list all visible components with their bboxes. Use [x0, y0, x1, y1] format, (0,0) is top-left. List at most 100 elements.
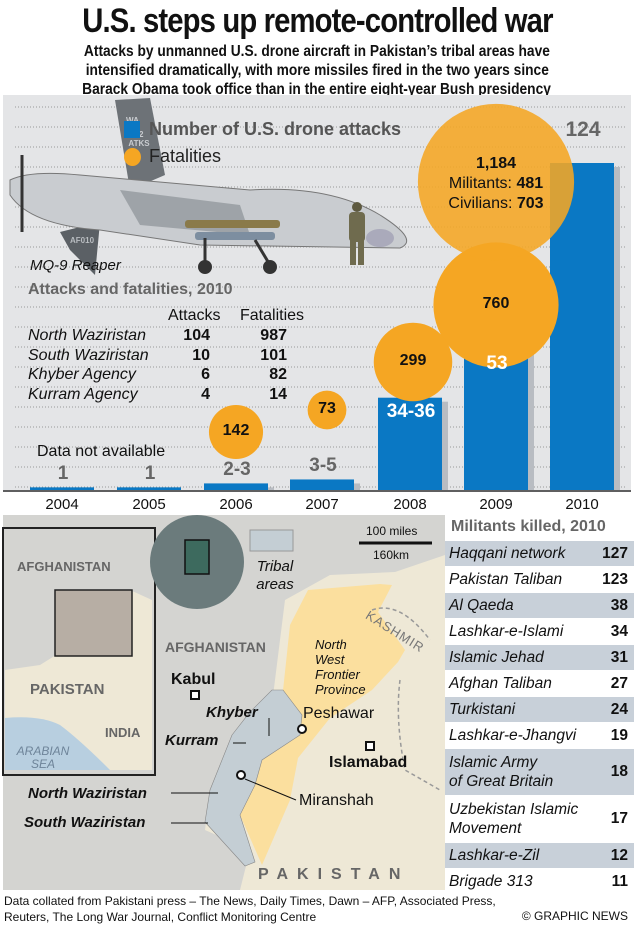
- militant-group-row: Brigade 313 11: [445, 869, 634, 895]
- source-line: Reuters, The Long War Journal, Conflict …: [4, 910, 317, 924]
- group-killed: 34: [610, 622, 628, 640]
- group-name: Turkistani: [449, 701, 516, 718]
- civilians-line: Civilians: 703: [448, 195, 544, 212]
- legend-attacks-swatch: [124, 121, 140, 138]
- drone-chart: [3, 98, 631, 492]
- north-waziristan-label: North Waziristan: [28, 785, 147, 802]
- south-waziristan-label: South Waziristan: [24, 814, 146, 831]
- khyber-label: Khyber: [206, 704, 258, 721]
- miranshah-marker: [236, 770, 246, 780]
- fatality-bubble-2008: [373, 322, 453, 402]
- drone-sensor-ball: [366, 229, 394, 247]
- region-fatalities: 101: [260, 347, 287, 364]
- islamabad-marker: [365, 741, 375, 751]
- region-name: North Waziristan: [28, 327, 146, 344]
- arabian-sea: [5, 717, 110, 770]
- kurram-label: Kurram: [165, 732, 219, 749]
- kashmir-border: [371, 607, 441, 791]
- pakistan-label: PAKISTAN: [258, 866, 410, 883]
- group-killed: 18: [610, 763, 628, 780]
- nwfp-line: Province: [315, 682, 366, 697]
- miranshah-label: Miranshah: [299, 792, 374, 809]
- fatality-label: 73: [318, 400, 336, 417]
- scale-km: 160km: [373, 548, 410, 562]
- bar-2009: [464, 350, 528, 490]
- x-tick-label: 2010: [565, 496, 599, 513]
- bar-2007: [290, 479, 354, 490]
- nwfp-line: North: [315, 637, 347, 652]
- fatality-bubble-2006: [208, 404, 264, 460]
- peshawar-label: Peshawar: [303, 705, 375, 722]
- title-text: U.S. steps up remote-controlled war: [81, 2, 553, 40]
- x-tick-label: 2004: [45, 496, 79, 513]
- tribal-legend-swatch: [249, 529, 294, 552]
- no-data-note: Data not available: [37, 443, 166, 460]
- nwfp-line: West: [315, 652, 345, 667]
- militants-killed-title: Militants killed, 2010: [451, 518, 606, 535]
- militant-group-row: Islamic Jehad 31: [445, 645, 634, 671]
- bar-shadow: [354, 483, 360, 490]
- scale-miles: 100 miles: [366, 524, 418, 538]
- kabul-label: Kabul: [171, 671, 216, 688]
- fatality-total: 1,184: [475, 155, 517, 172]
- group-name: Al Qaeda: [449, 597, 514, 614]
- inset-focus-box: [54, 589, 133, 657]
- fatality-bubble-2009: [433, 242, 559, 368]
- group-name: Brigade 313: [449, 873, 533, 890]
- region-fatalities: 14: [269, 386, 287, 403]
- region-fatalities: 987: [260, 327, 287, 344]
- table-title: Attacks and fatalities, 2010: [28, 281, 233, 298]
- x-tick-label: 2008: [393, 496, 427, 513]
- bar-shadow: [614, 167, 620, 490]
- x-tick-label: 2007: [305, 496, 339, 513]
- x-tick-label: 2009: [479, 496, 513, 513]
- region-attacks: 6: [201, 366, 210, 383]
- fatality-bubbles: [208, 103, 575, 460]
- header-fatalities: Fatalities: [240, 307, 305, 324]
- group-killed: 11: [611, 872, 628, 890]
- region-name: South Waziristan: [28, 347, 149, 364]
- subtitle-line-3: Barack Obama took office than in the ent…: [0, 80, 634, 99]
- group-name: Lashkar-e-Islami: [449, 623, 564, 640]
- fatality-label: 760: [482, 295, 510, 312]
- legend-fatalities-swatch: [124, 148, 141, 166]
- bar-shadow: [268, 487, 274, 490]
- subtitle-text: Barack Obama took office than in the ent…: [82, 81, 552, 98]
- group-name: Lashkar-e-Jhangvi: [449, 727, 577, 744]
- inset-afghanistan-label: AFGHANISTAN: [17, 559, 111, 574]
- group-name: Haqqani network: [449, 545, 566, 562]
- x-tick-label: 2005: [132, 496, 166, 513]
- region-attacks: 104: [183, 327, 210, 344]
- militant-group-row: Islamic Army of Great Britain 18: [445, 749, 634, 796]
- nwfp-region: [240, 584, 405, 865]
- source-line: Data collated from Pakistani press – The…: [4, 894, 496, 908]
- bar-2006: [204, 483, 268, 490]
- group-killed: 127: [602, 544, 628, 562]
- bar-value-label: 1: [57, 463, 69, 485]
- group-killed: 31: [610, 648, 628, 666]
- group-name: Islamic Army of Great Britain: [449, 754, 554, 790]
- legend-attacks-label: Number of U.S. drone attacks: [149, 119, 402, 139]
- group-killed: 27: [610, 674, 628, 692]
- militant-group-row: Uzbekistan Islamic Movement 17: [445, 796, 634, 843]
- x-tick-label: 2006: [219, 496, 253, 513]
- bar-value-label: 3-5: [309, 455, 337, 477]
- militant-group-row: Lashkar-e-Jhangvi 19: [445, 723, 634, 749]
- militant-group-row: Lashkar-e-Zil 12: [445, 843, 634, 869]
- group-killed: 19: [610, 726, 628, 744]
- drone-marking-tail-code: WA: [126, 116, 139, 125]
- fatality-bubble-2010: [417, 103, 575, 261]
- militant-group-row: Pakistan Taliban 123: [445, 567, 634, 593]
- drone-label: MQ-9 Reaper: [30, 257, 121, 274]
- fatality-label: 299: [399, 352, 427, 369]
- islamabad-label: Islamabad: [329, 754, 408, 771]
- militant-group-row: Al Qaeda 38: [445, 593, 634, 619]
- subtitle-line-1: Attacks by unmanned U.S. drone aircraft …: [0, 42, 634, 61]
- tribal-legend-label: Tribal areas: [256, 558, 294, 593]
- fatality-bubble-2007: [307, 390, 347, 430]
- group-name: Afghan Taliban: [449, 675, 552, 692]
- bar-shadow: [528, 354, 534, 490]
- militants-killed-table: Militants killed, 2010 Haqqani network 12…: [445, 515, 634, 895]
- soldier-figure: [349, 202, 365, 265]
- map: [2, 515, 445, 890]
